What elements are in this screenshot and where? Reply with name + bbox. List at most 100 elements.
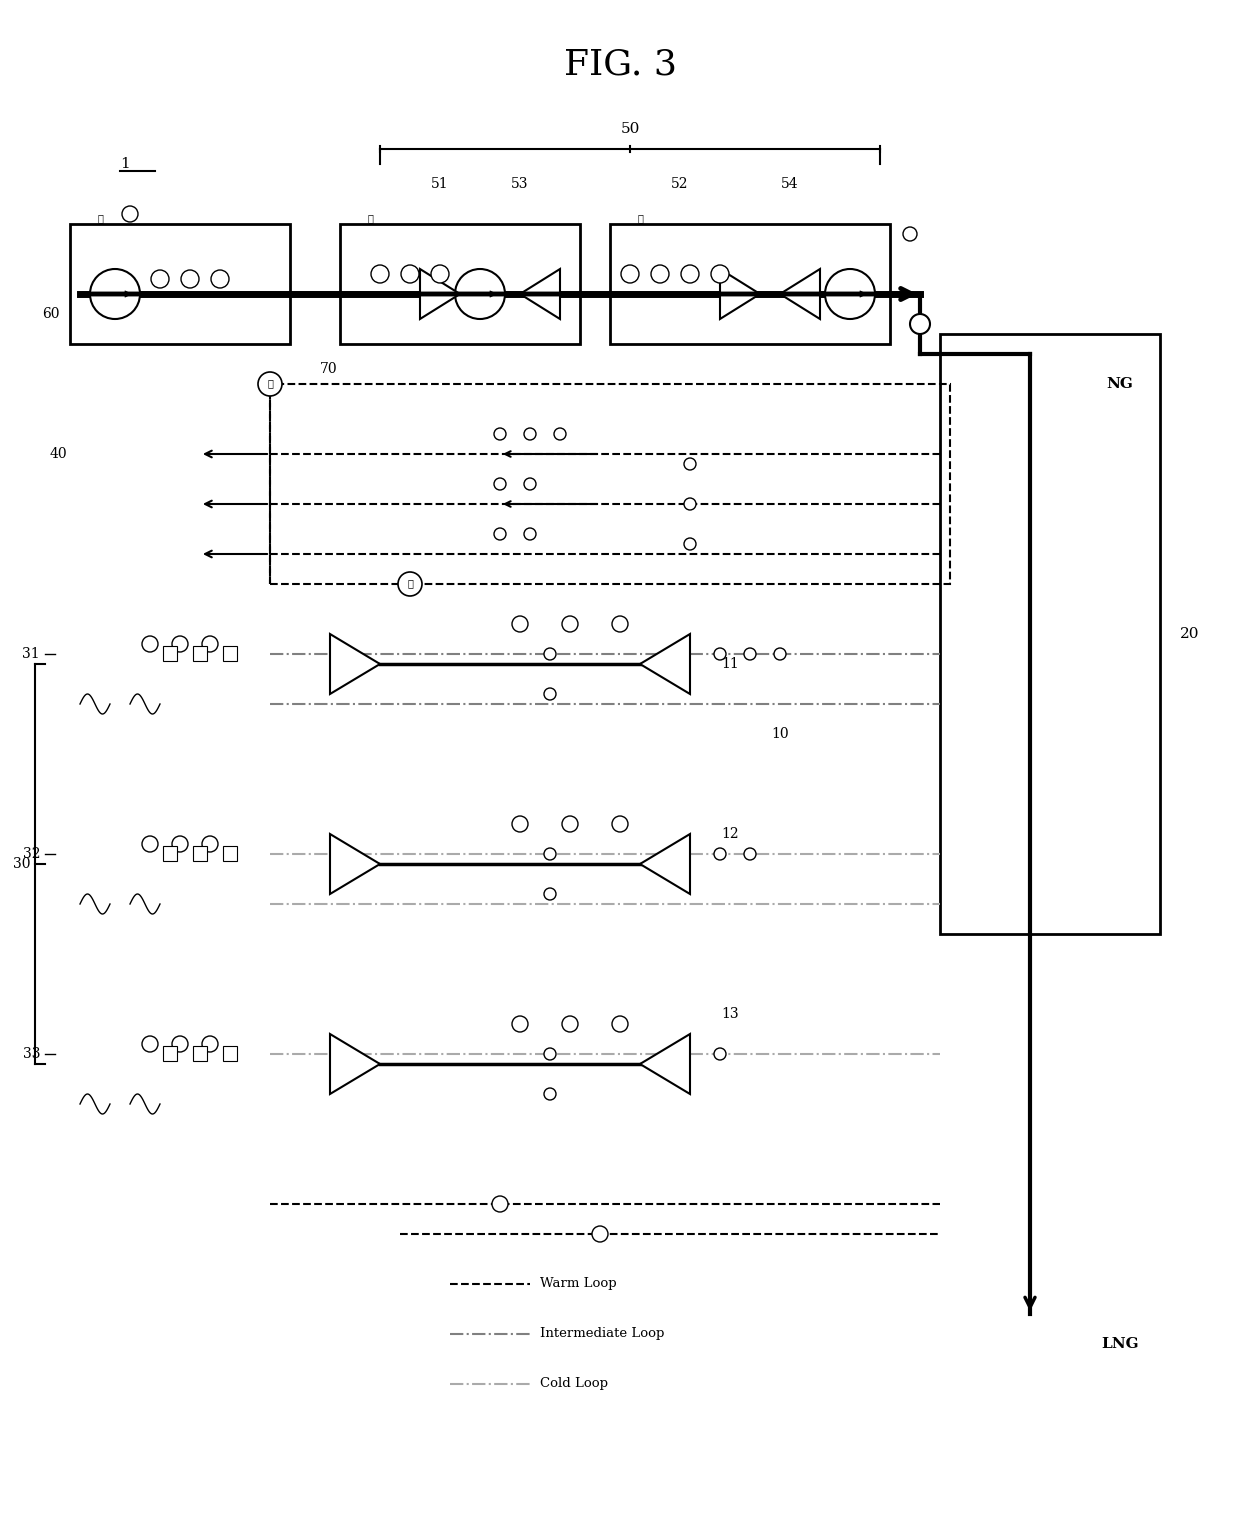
Circle shape: [181, 270, 198, 288]
Text: 13: 13: [722, 1006, 739, 1022]
Circle shape: [591, 1226, 608, 1243]
Text: 52: 52: [671, 176, 688, 192]
Polygon shape: [780, 268, 820, 319]
Circle shape: [651, 265, 670, 282]
Circle shape: [172, 836, 188, 851]
Circle shape: [714, 848, 725, 861]
Circle shape: [544, 1048, 556, 1060]
Text: Warm Loop: Warm Loop: [539, 1278, 616, 1290]
Circle shape: [401, 265, 419, 282]
Bar: [193, 845, 207, 861]
Circle shape: [621, 265, 639, 282]
Polygon shape: [520, 268, 560, 319]
Circle shape: [684, 499, 696, 509]
Circle shape: [525, 479, 536, 489]
Polygon shape: [330, 634, 379, 693]
Circle shape: [714, 647, 725, 660]
Text: 11: 11: [722, 657, 739, 670]
Circle shape: [143, 1035, 157, 1052]
Circle shape: [684, 459, 696, 469]
Circle shape: [910, 314, 930, 334]
Text: 53: 53: [511, 176, 528, 192]
Text: 31: 31: [22, 647, 40, 661]
Bar: [193, 1046, 207, 1062]
Polygon shape: [330, 834, 379, 894]
Circle shape: [455, 268, 505, 319]
Bar: [223, 1046, 237, 1062]
Circle shape: [613, 617, 627, 632]
Text: 40: 40: [50, 446, 68, 462]
Bar: [340, 224, 580, 344]
Text: LNG: LNG: [1101, 1338, 1138, 1351]
Polygon shape: [330, 1034, 379, 1094]
Text: 10: 10: [771, 727, 789, 741]
Text: ✕: ✕: [97, 215, 103, 224]
Circle shape: [554, 428, 565, 440]
Circle shape: [91, 268, 140, 319]
Text: 32: 32: [22, 847, 40, 861]
Circle shape: [172, 1035, 188, 1052]
Polygon shape: [720, 268, 760, 319]
Bar: [223, 646, 237, 661]
Circle shape: [562, 816, 578, 831]
Circle shape: [494, 428, 506, 440]
Polygon shape: [420, 268, 460, 319]
Circle shape: [512, 617, 528, 632]
Circle shape: [143, 836, 157, 851]
Circle shape: [613, 816, 627, 831]
Bar: [162, 845, 177, 861]
Text: 20: 20: [1180, 627, 1200, 641]
Circle shape: [258, 373, 281, 396]
Text: Intermediate Loop: Intermediate Loop: [539, 1327, 665, 1341]
Circle shape: [711, 265, 729, 282]
Bar: [162, 646, 177, 661]
Text: 54: 54: [781, 176, 799, 192]
Text: FIG. 3: FIG. 3: [563, 48, 677, 81]
Circle shape: [512, 816, 528, 831]
Text: ✕: ✕: [267, 379, 273, 388]
Circle shape: [151, 270, 169, 288]
Circle shape: [371, 265, 389, 282]
Text: ✕: ✕: [367, 215, 373, 224]
Bar: [193, 646, 207, 661]
Circle shape: [525, 428, 536, 440]
Text: 1: 1: [120, 156, 130, 170]
Text: 60: 60: [42, 307, 60, 321]
Bar: [940, 334, 1159, 934]
Bar: [270, 384, 950, 584]
Circle shape: [544, 1088, 556, 1100]
Circle shape: [525, 528, 536, 540]
Bar: [69, 224, 290, 344]
Circle shape: [744, 647, 756, 660]
Text: 30: 30: [12, 858, 30, 871]
Text: ✕: ✕: [637, 215, 642, 224]
Circle shape: [562, 1016, 578, 1032]
Circle shape: [613, 1016, 627, 1032]
Circle shape: [211, 270, 229, 288]
Circle shape: [825, 268, 875, 319]
Text: 12: 12: [722, 827, 739, 841]
Circle shape: [202, 637, 218, 652]
Text: 50: 50: [620, 123, 640, 137]
Circle shape: [202, 836, 218, 851]
Polygon shape: [640, 1034, 689, 1094]
Polygon shape: [640, 834, 689, 894]
Text: 33: 33: [22, 1048, 40, 1062]
Circle shape: [544, 647, 556, 660]
Circle shape: [494, 528, 506, 540]
Text: NG: NG: [1106, 377, 1133, 391]
Circle shape: [684, 538, 696, 551]
Circle shape: [122, 206, 138, 222]
Circle shape: [494, 479, 506, 489]
Circle shape: [744, 848, 756, 861]
Circle shape: [432, 265, 449, 282]
Circle shape: [398, 572, 422, 597]
Circle shape: [544, 689, 556, 700]
Circle shape: [492, 1197, 508, 1212]
Circle shape: [202, 1035, 218, 1052]
Circle shape: [544, 848, 556, 861]
Text: 51: 51: [432, 176, 449, 192]
Circle shape: [172, 637, 188, 652]
Circle shape: [562, 617, 578, 632]
Bar: [223, 845, 237, 861]
